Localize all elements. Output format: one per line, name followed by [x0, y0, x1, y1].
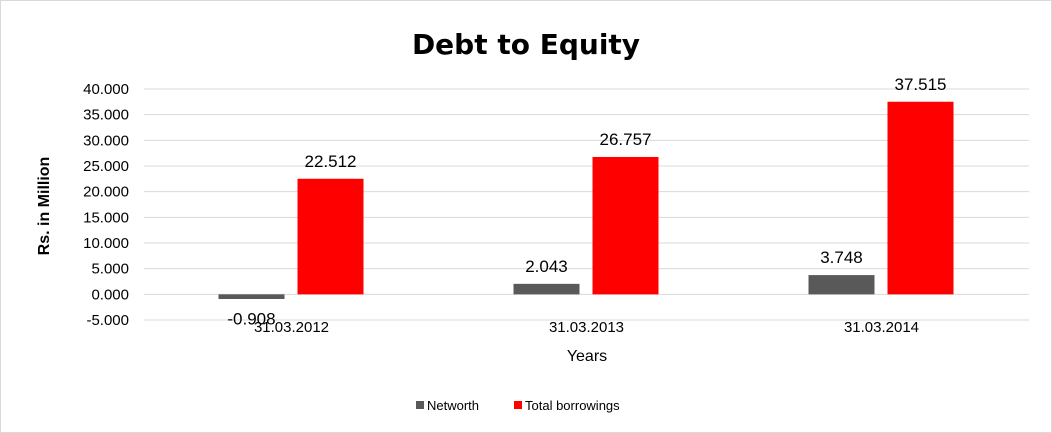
- networth-bar: [513, 283, 580, 295]
- networth-bar: [808, 275, 875, 295]
- y-tick-label: -5.000: [86, 312, 129, 329]
- bars: [218, 101, 954, 299]
- data-label: -0.908: [227, 309, 275, 328]
- legend-swatch: [416, 401, 424, 409]
- borrowings-bar: [592, 156, 659, 295]
- networth-bar: [218, 294, 285, 299]
- legend-label: Networth: [427, 398, 479, 413]
- x-category-label: 31.03.2014: [844, 319, 919, 336]
- x-axis-title: Years: [567, 348, 607, 365]
- y-tick-label: 10.000: [83, 235, 129, 252]
- y-tick-label: 35.000: [83, 107, 129, 124]
- data-label: 3.748: [820, 248, 863, 267]
- data-label: 22.512: [305, 152, 357, 171]
- legend: Networth Total borrowings: [416, 398, 620, 413]
- y-tick-label: 40.000: [83, 81, 129, 98]
- x-category-label: 31.03.2013: [549, 319, 624, 336]
- y-axis-ticks: 40.000 35.000 30.000 25.000 20.000 15.000 10.0…: [83, 81, 129, 329]
- y-tick-label: 20.000: [83, 184, 129, 201]
- x-axis-categories: 31.03.2012 31.03.2013 31.03.2014: [254, 319, 919, 336]
- borrowings-bar: [887, 101, 954, 295]
- borrowings-bar: [297, 178, 364, 295]
- data-label: 26.757: [600, 130, 652, 149]
- legend-swatch: [514, 401, 522, 409]
- y-tick-label: 25.000: [83, 158, 129, 175]
- chart-title: Debt to Equity: [412, 28, 640, 61]
- y-tick-label: 0.000: [91, 286, 129, 303]
- y-tick-label: 15.000: [83, 209, 129, 226]
- data-label: 37.515: [895, 75, 947, 94]
- gridlines: [144, 88, 1029, 321]
- y-tick-label: 30.000: [83, 132, 129, 149]
- data-label: 2.043: [525, 257, 568, 276]
- y-tick-label: 5.000: [91, 261, 129, 278]
- x-category-label: 31.03.2012: [254, 319, 329, 336]
- data-labels: -0.908 22.512 2.043 26.757 3.748 37.515: [227, 75, 946, 329]
- legend-label: Total borrowings: [525, 398, 620, 413]
- y-axis-title: Rs. in Million: [36, 157, 53, 256]
